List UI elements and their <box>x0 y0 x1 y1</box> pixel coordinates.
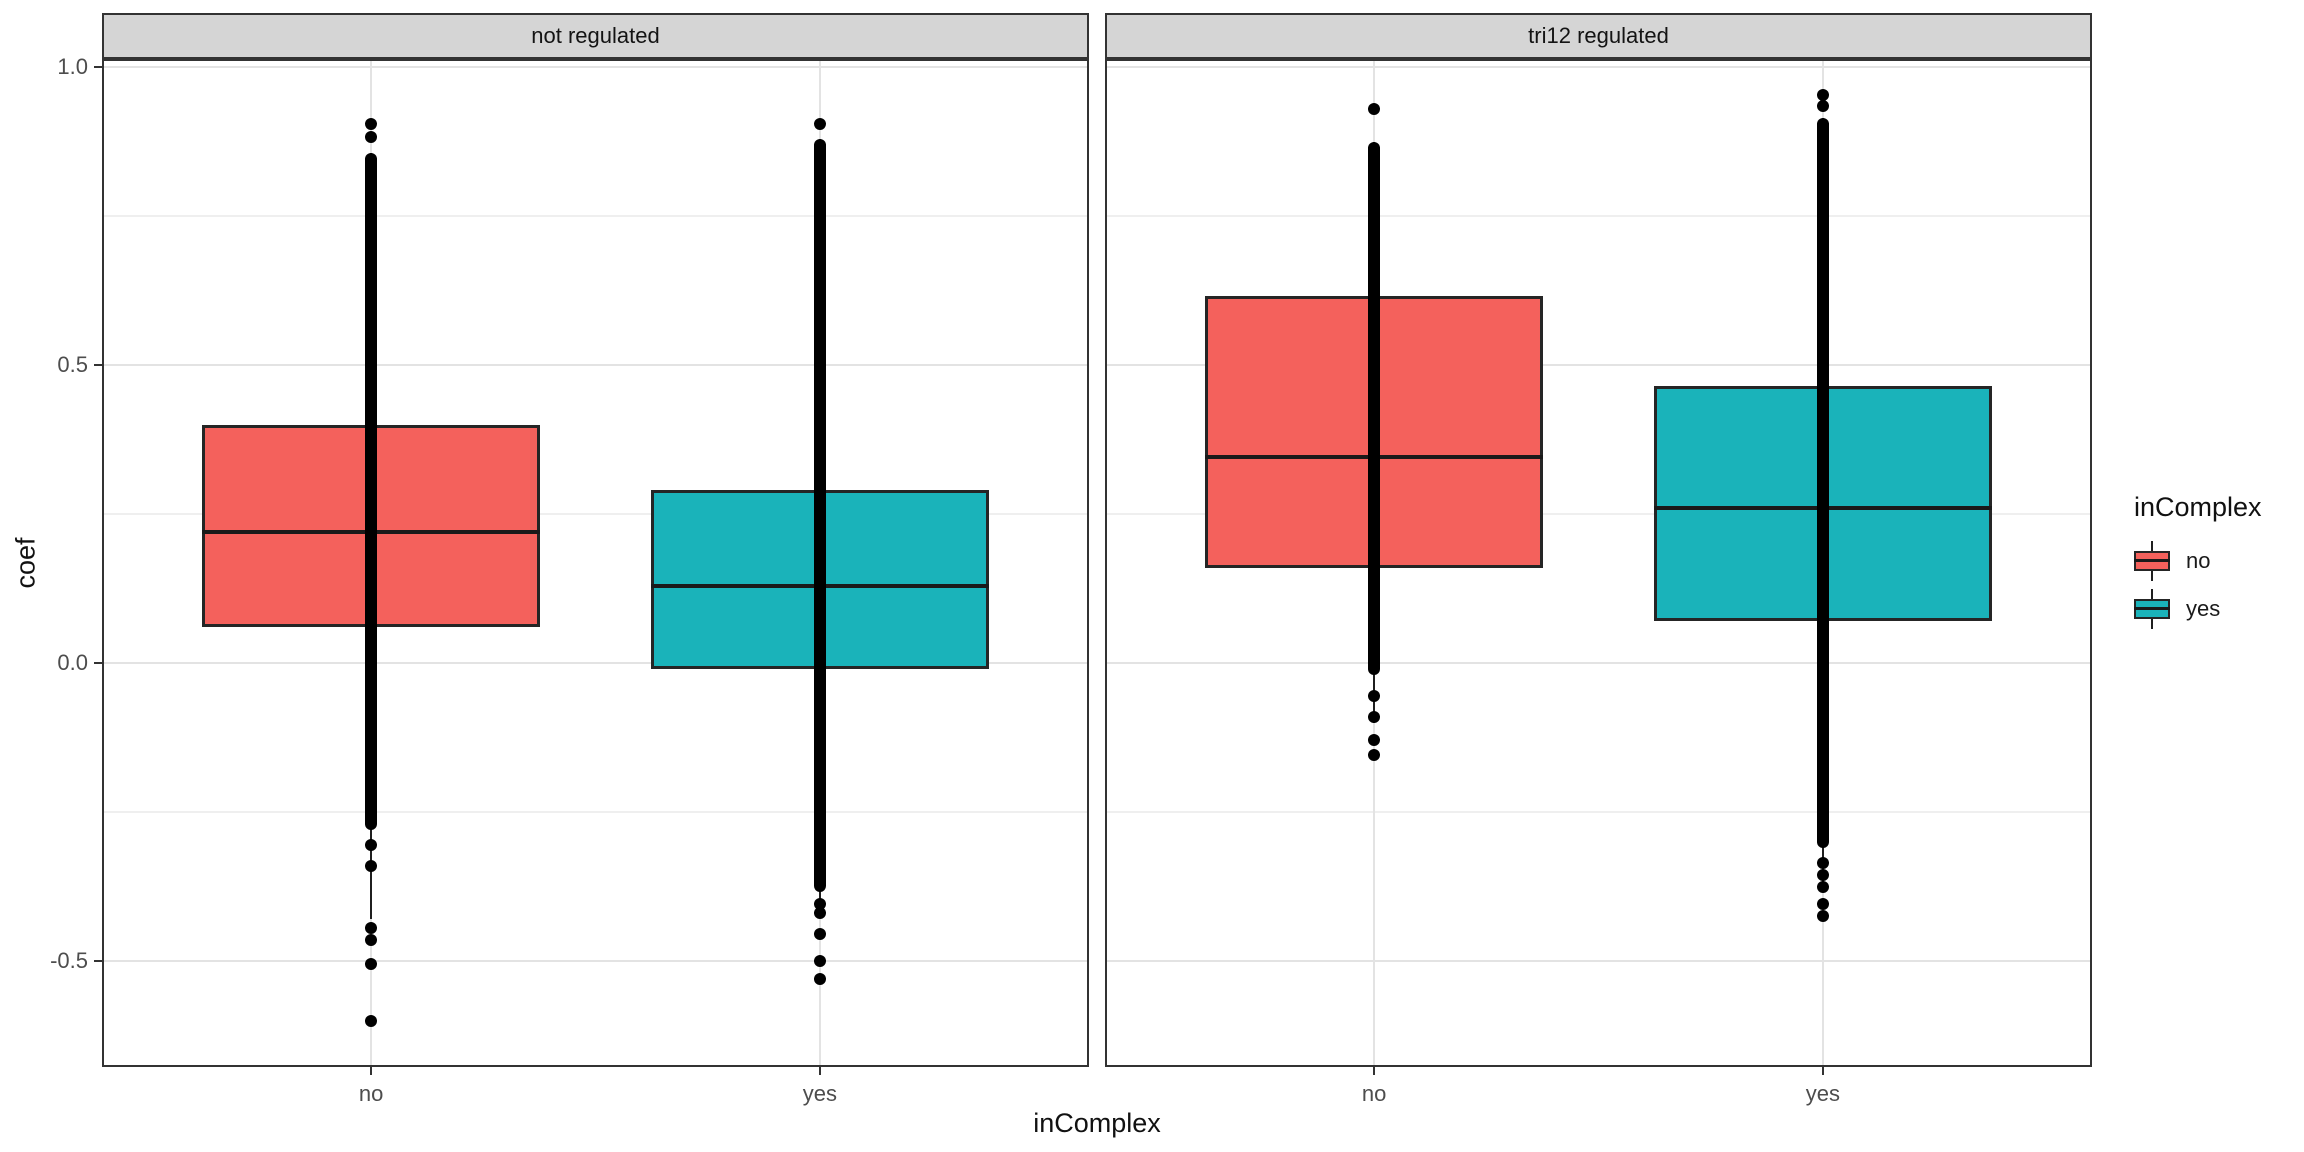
gridline-major-y <box>1107 960 2090 962</box>
outlier-dot <box>1368 749 1381 762</box>
outlier-dot <box>1816 898 1829 911</box>
gridline-minor-y <box>104 513 1087 515</box>
x-tick-mark <box>370 1067 373 1075</box>
x-tick-mark <box>1373 1067 1376 1075</box>
outlier-dot <box>1816 856 1829 869</box>
outlier-dot <box>365 131 378 144</box>
legend-key-label: no <box>2186 548 2211 573</box>
outlier-column <box>813 138 826 893</box>
x-tick-label: yes <box>1805 1081 1840 1106</box>
outlier-dot <box>365 934 378 947</box>
y-tick-mark <box>94 66 102 68</box>
gridline-minor-y <box>104 811 1087 813</box>
legend-key-boxplot-icon <box>2134 589 2170 629</box>
outlier-dot <box>365 117 378 130</box>
outlier-dot <box>1816 880 1829 893</box>
outlier-dot <box>1368 102 1381 115</box>
facet-panel-tri12-regulated <box>1105 59 2092 1067</box>
y-tick-label: 1.0 <box>57 54 88 79</box>
outlier-dot <box>365 859 378 872</box>
x-tick-mark <box>1821 1067 1824 1075</box>
outlier-dot <box>365 922 378 935</box>
gridline-major-y <box>104 960 1087 962</box>
outlier-dot <box>1816 910 1829 923</box>
outlier-dot <box>365 1014 378 1027</box>
gridline-major-y <box>1107 662 2090 664</box>
gridline-minor-y <box>1107 215 2090 217</box>
y-tick-mark <box>94 662 102 664</box>
outlier-dot <box>813 117 826 130</box>
legend: inComplex no yes <box>2134 492 2304 637</box>
legend-key-boxplot-icon <box>2134 541 2170 581</box>
outlier-column <box>365 153 378 830</box>
gridline-major-y <box>104 364 1087 366</box>
facet-strip-label: not regulated <box>531 23 660 48</box>
outlier-dot <box>813 955 826 967</box>
facet-strip-label: tri12 regulated <box>1528 23 1669 48</box>
legend-item: no <box>2134 541 2304 581</box>
gridline-major-y <box>1107 66 2090 68</box>
outlier-dot <box>365 957 378 970</box>
x-tick-label: no <box>358 1081 384 1106</box>
facet-strip-tri12-regulated: tri12 regulated <box>1105 13 2092 59</box>
legend-items: no yes <box>2134 541 2304 629</box>
gridline-minor-y <box>1107 513 2090 515</box>
outlier-dot <box>1816 99 1829 112</box>
outlier-dot <box>1368 734 1381 747</box>
legend-title: inComplex <box>2134 492 2262 522</box>
outlier-dot <box>813 907 826 920</box>
facet-panel-not-regulated <box>102 59 1089 1067</box>
legend-key-median <box>2134 607 2170 610</box>
x-tick-label: no <box>1361 1081 1387 1106</box>
outlier-column <box>1368 142 1381 675</box>
facet-strip-not-regulated: not regulated <box>102 13 1089 59</box>
y-tick-mark <box>94 364 102 366</box>
x-axis-title: inComplex <box>1033 1108 1161 1138</box>
y-tick-label: 0.5 <box>57 352 88 377</box>
outlier-dot <box>1816 868 1829 881</box>
outlier-dot <box>1816 89 1829 101</box>
outlier-column <box>1816 117 1829 848</box>
outlier-dot <box>813 928 826 941</box>
outlier-dot <box>365 838 378 851</box>
outlier-dot <box>1368 710 1381 723</box>
gridline-minor-y <box>104 215 1087 217</box>
gridline-major-y <box>1107 364 2090 366</box>
y-axis-title: coef <box>10 537 41 589</box>
legend-key-median <box>2134 559 2170 562</box>
y-tick-label: 0.0 <box>57 650 88 675</box>
gridline-minor-y <box>1107 811 2090 813</box>
outlier-dot <box>1368 689 1381 702</box>
outlier-dot <box>813 972 826 985</box>
gridline-major-y <box>104 662 1087 664</box>
legend-item: yes <box>2134 589 2304 629</box>
gridline-major-y <box>104 66 1087 68</box>
x-tick-label: yes <box>802 1081 837 1106</box>
x-tick-mark <box>818 1067 821 1075</box>
y-tick-mark <box>94 960 102 962</box>
legend-key-label: yes <box>2186 596 2221 621</box>
y-tick-label: -0.5 <box>50 948 88 973</box>
